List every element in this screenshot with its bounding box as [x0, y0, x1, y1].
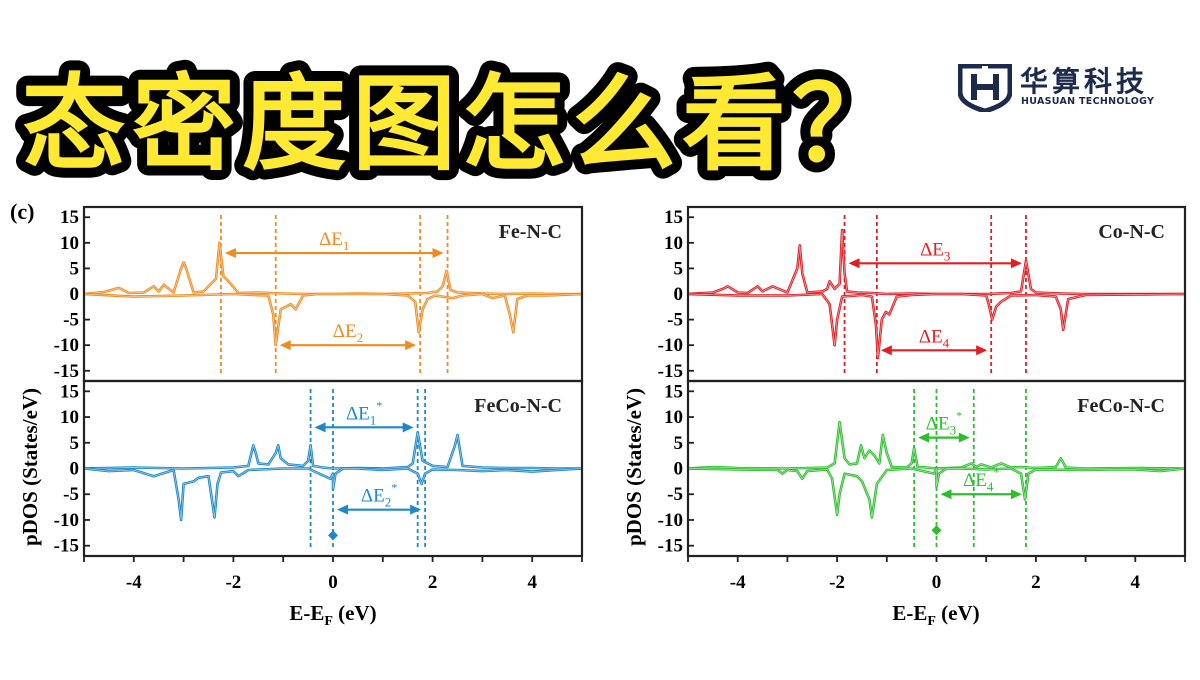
x-tick-label: 0: [328, 572, 338, 593]
panel-title: FeCo-N-C: [1077, 395, 1165, 417]
y-tick-label: -5: [667, 484, 683, 505]
y-tick-label: 15: [60, 381, 79, 402]
y-tick-label: 5: [674, 258, 684, 279]
y-tick-label: -15: [658, 536, 683, 557]
title-text: 态密度图怎么看？: [22, 68, 902, 183]
dos-panel-4: 15 10 5 0 -5 -10 -15 -4 -2 0 2 4 ΔE3*ΔE4* FeCo-N-C: [658, 379, 1187, 593]
x-tick-label: 2: [428, 572, 438, 593]
y-tick-label: -10: [54, 335, 79, 356]
delta-e-label: ΔE2: [333, 321, 363, 345]
brand-logo: 华算科技 HUASUAN TECHNOLOGY: [958, 62, 1168, 114]
title-svg: 态密度图怎么看？ 态密度图怎么看？: [12, 58, 906, 193]
x-tick-label: 0: [932, 572, 942, 593]
y-tick-label: -10: [658, 335, 683, 356]
y-tick-label: 5: [70, 433, 80, 454]
y-tick-label: 15: [60, 207, 79, 228]
panel-title: Fe-N-C: [499, 221, 562, 243]
fermi-level-marker-icon: [328, 530, 338, 541]
shield-h-logo-icon: [958, 64, 1012, 112]
y-tick-label: 0: [70, 284, 80, 305]
panel-label: (c): [10, 199, 34, 224]
delta-e-label: ΔE4*: [963, 465, 999, 494]
dos-panel-3: 15 10 5 0 -5 -10 -15 ΔE3 ΔE4 Co-N-C: [658, 205, 1187, 383]
dos-panel-1: 15 10 5 0 -5 -10 -15 ΔE1 ΔE2 Fe-N-C: [54, 205, 584, 383]
y-tick-label: 10: [664, 407, 683, 428]
y-tick-label: -5: [63, 484, 79, 505]
y-tick-label: -5: [667, 310, 683, 331]
y-axis-label-left: pDOS (States/eV): [18, 388, 42, 546]
x-axis-label-right: E-EF (eV): [892, 601, 979, 629]
y-tick-label: 5: [70, 258, 80, 279]
brand-name-cn: 华算科技: [1020, 65, 1149, 98]
delta-e-label: ΔE2*: [361, 481, 397, 510]
y-axis-label-right: pDOS (States/eV): [622, 388, 646, 546]
y-tick-label: 0: [674, 284, 684, 305]
fermi-level-marker-icon: [931, 525, 942, 536]
dos-curve-spin-up: [85, 431, 581, 470]
brand-name-en: HUASUAN TECHNOLOGY: [1021, 96, 1155, 107]
y-tick-label: 0: [70, 459, 80, 480]
delta-e-label: ΔE4: [919, 326, 950, 350]
y-tick-label: 10: [60, 233, 79, 254]
x-axis-label-left: E-EF (eV): [289, 601, 376, 629]
x-tick-label: 2: [1031, 572, 1041, 593]
x-tick-label: -2: [829, 572, 845, 593]
y-tick-label: -10: [54, 510, 79, 531]
y-tick-label: 10: [664, 233, 683, 254]
delta-e-label: ΔE3*: [926, 409, 962, 438]
delta-e-label: ΔE1*: [346, 398, 382, 427]
dos-figure: (c) pDOS (States/eV) pDOS (States/eV) E-…: [0, 195, 1200, 675]
y-tick-label: -15: [54, 361, 79, 382]
y-tick-label: -10: [658, 510, 683, 531]
panel-title: Co-N-C: [1098, 221, 1165, 243]
page-title: 态密度图怎么看？ 态密度图怎么看？: [12, 52, 918, 193]
y-tick-label: 10: [60, 407, 79, 428]
y-tick-label: 0: [674, 459, 684, 480]
delta-e-label: ΔE1: [319, 229, 349, 253]
y-tick-label: 5: [674, 433, 684, 454]
dos-curve-spin-up: [85, 241, 581, 296]
delta-e-label: ΔE3: [920, 239, 950, 263]
x-tick-label: -4: [730, 572, 746, 593]
panel-title: FeCo-N-C: [474, 395, 562, 417]
y-tick-label: 15: [664, 207, 683, 228]
title-outline: 态密度图怎么看？: [22, 68, 902, 183]
x-tick-label: 4: [1131, 572, 1141, 593]
y-tick-label: -5: [63, 310, 79, 331]
x-tick-label: -2: [225, 572, 241, 593]
x-tick-label: 4: [527, 572, 537, 593]
y-tick-label: -15: [658, 361, 683, 382]
y-tick-label: -15: [54, 536, 79, 557]
y-tick-label: 15: [664, 381, 683, 402]
dos-panel-2: 15 10 5 0 -5 -10 -15 -4 -2 0 2 4 ΔE1* ΔE2* FeCo-N-C: [54, 379, 584, 593]
dos-figure-svg: (c) pDOS (States/eV) pDOS (States/eV) E-…: [10, 199, 1187, 629]
x-tick-label: -4: [126, 572, 142, 593]
